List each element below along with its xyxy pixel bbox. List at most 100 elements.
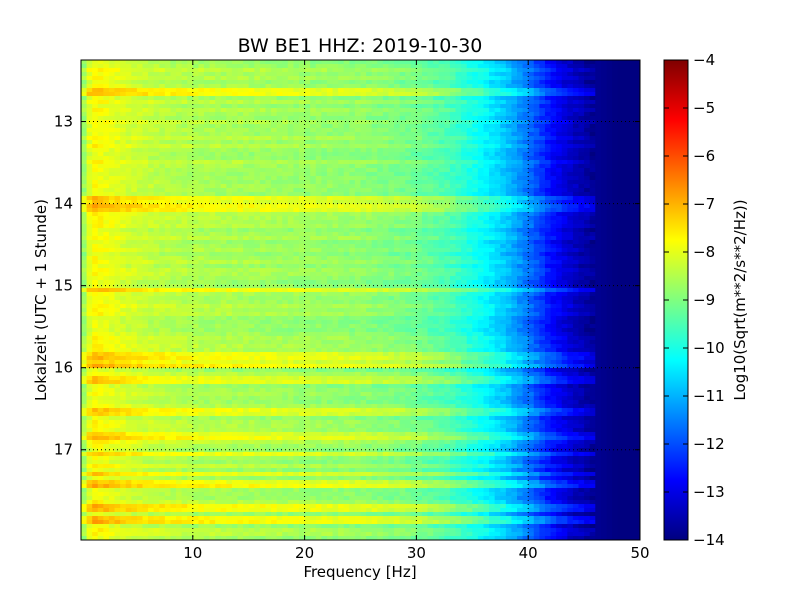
heatmap-cell [438,136,445,141]
heatmap-cell [556,188,563,193]
heatmap-cell [338,152,345,157]
heatmap-cell [81,252,88,257]
heatmap-cell [377,172,384,177]
heatmap-cell [349,204,356,209]
heatmap-cell [326,156,334,161]
heatmap-cell [477,164,485,169]
heatmap-cell [248,200,255,205]
heatmap-cell [533,160,540,165]
heatmap-cell [282,192,289,197]
heatmap-cell [371,132,378,137]
heatmap-cell [170,148,177,153]
heatmap-cell [136,224,144,229]
heatmap-cell [215,68,222,73]
heatmap-cell [203,216,211,221]
heatmap-cell [192,232,199,237]
heatmap-cell [466,248,473,253]
heatmap-cell [231,108,239,113]
heatmap-cell [265,232,272,237]
heatmap-cell [265,192,272,197]
heatmap-cell [332,228,339,233]
heatmap-cell [114,136,121,141]
heatmap-cell [142,140,149,145]
heatmap-cell [125,96,132,101]
heatmap-cell [433,140,440,145]
heatmap-cell [92,144,99,149]
heatmap-cell [299,216,306,221]
heatmap-cell [505,240,513,245]
heatmap-cell [349,96,356,101]
heatmap-cell [254,188,261,193]
heatmap-cell [377,88,384,93]
heatmap-cell [136,156,144,161]
heatmap-cell [248,128,255,133]
heatmap-cell [293,212,300,217]
heatmap-cell [215,188,222,193]
heatmap-cell [187,108,194,113]
heatmap-cell [287,188,295,193]
heatmap-cell [427,128,434,133]
heatmap-cell [606,236,613,241]
heatmap-cell [187,244,194,249]
heatmap-cell [360,164,367,169]
heatmap-cell [243,172,250,177]
heatmap-cell [489,92,496,97]
heatmap-cell [176,152,183,157]
heatmap-cell [248,100,255,105]
heatmap-cell [517,168,524,173]
heatmap-cell [349,60,356,65]
heatmap-cell [131,112,138,117]
heatmap-cell [248,252,255,257]
heatmap-cell [623,80,630,85]
heatmap-cell [589,228,596,233]
heatmap-cell [276,248,283,253]
heatmap-cell [455,240,462,245]
heatmap-cell [382,116,390,121]
heatmap-cell [125,68,132,73]
heatmap-cell [394,92,401,97]
heatmap-cell [544,220,552,225]
heatmap-cell [556,132,563,137]
heatmap-cell [164,212,172,217]
heatmap-cell [92,252,99,257]
heatmap-cell [131,132,138,137]
heatmap-cell [170,116,177,121]
heatmap-cell [483,132,490,137]
heatmap-cell [410,72,417,77]
heatmap-cell [176,204,183,209]
heatmap-cell [310,144,317,149]
heatmap-cell [500,68,507,73]
heatmap-cell [595,180,602,185]
heatmap-cell [215,112,222,117]
heatmap-cell [371,240,378,245]
heatmap-cell [354,176,362,181]
heatmap-cell [600,168,608,173]
heatmap-cell [243,184,250,189]
heatmap-cell [231,132,239,137]
heatmap-cell [108,124,116,129]
heatmap-cell [472,188,479,193]
heatmap-cell [254,228,261,233]
heatmap-cell [634,152,640,157]
heatmap-cell [338,108,345,113]
heatmap-cell [103,164,110,169]
heatmap-cell [617,116,624,121]
heatmap-cell [192,220,199,225]
heatmap-cell [623,96,630,101]
heatmap-cell [438,152,445,157]
heatmap-cell [416,144,423,149]
heatmap-cell [125,160,132,165]
heatmap-cell [315,200,322,205]
heatmap-cell [108,184,116,189]
heatmap-cell [349,156,356,161]
heatmap-cell [505,88,513,93]
heatmap-cell [108,144,116,149]
heatmap-cell [449,240,457,245]
heatmap-cell [595,192,602,197]
heatmap-cell [349,184,356,189]
heatmap-cell [511,84,518,89]
heatmap-cell [511,152,518,157]
heatmap-cell [466,176,473,181]
heatmap-cell [623,236,630,241]
heatmap-cell [528,156,535,161]
